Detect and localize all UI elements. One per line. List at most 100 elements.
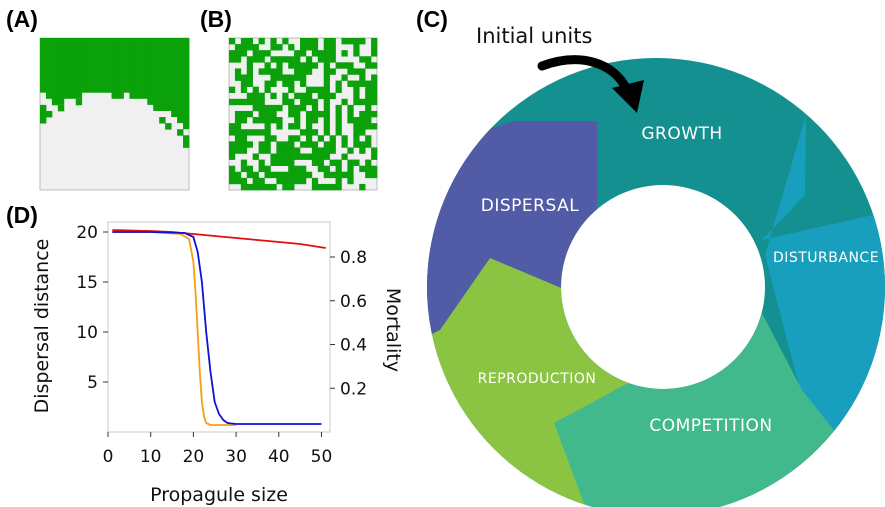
grid-b-cell (294, 123, 301, 130)
grid-a-column (159, 38, 166, 111)
series-line-1 (112, 231, 237, 426)
grid-b-cell (323, 147, 330, 154)
grid-b-cell (229, 50, 236, 57)
grid-b-cell (300, 104, 307, 112)
grid-b-cell (335, 62, 342, 69)
y-left-tick-label: 15 (76, 273, 98, 293)
grid-a-cell (75, 98, 83, 106)
grid-b-cell (365, 117, 372, 124)
grid-b-cell (240, 129, 248, 136)
grid-b-cell (353, 159, 360, 166)
grid-a-column (171, 38, 178, 118)
grid-b-cell (365, 80, 372, 87)
grid-b-cell (240, 80, 248, 87)
grid-a-column (135, 38, 142, 99)
grid-b-cell (294, 177, 301, 185)
grid-b-cell (288, 123, 295, 130)
grid-b-cell (341, 171, 348, 179)
grid-b-cell (252, 98, 259, 106)
grid-b-cell (365, 98, 372, 106)
grid-b-cell (323, 123, 330, 130)
grid-b-cell (365, 135, 372, 142)
grid-b-cell (270, 135, 277, 142)
grid-b-cell (252, 56, 259, 63)
grid-b-cell (300, 92, 307, 100)
grid-b-cell (276, 141, 283, 148)
grid-b-cell (294, 153, 301, 160)
grid-a-column (81, 38, 89, 93)
grid-b-cell (353, 80, 360, 87)
grid-b-cell (246, 80, 253, 87)
grid-b-cell (270, 92, 277, 100)
grid-a-column (141, 38, 148, 99)
grid-b-cell (234, 74, 242, 81)
grid-b-cell (294, 147, 301, 154)
grid-b-cell (365, 62, 372, 69)
grid-b-cell (371, 92, 378, 100)
grid-b-cell (276, 74, 283, 81)
grid-b-cell (311, 98, 319, 106)
grid-b-cell (288, 141, 295, 148)
grid-b-cell (305, 110, 313, 118)
grid-b-cell (323, 141, 330, 148)
grid-b-cell (329, 135, 336, 142)
grid-b-cell (329, 44, 336, 51)
grid-b-cell (288, 62, 295, 69)
x-tick-label: 10 (140, 447, 162, 467)
grid-b-cell (294, 74, 301, 81)
grid-b-cell (347, 165, 354, 173)
grid-b-cell (341, 135, 348, 142)
grid-a-column (40, 38, 47, 93)
grid-b-cell (305, 141, 313, 148)
panel-label-d: (D) (6, 202, 38, 228)
grid-b-cell (323, 92, 330, 100)
segment-label-disturbance: DISTURBANCE (773, 250, 879, 266)
grid-b-cell (371, 110, 378, 118)
grid-b-cell (229, 147, 236, 154)
grid-b-cell (258, 38, 265, 45)
grid-b-cell (353, 141, 360, 148)
grid-b-cell (329, 38, 336, 45)
grid-b-cell (276, 159, 283, 166)
grid-b-cell (365, 123, 372, 130)
x-tick-label: 20 (183, 447, 205, 467)
grid-b-cell (311, 62, 319, 69)
grid-b-cell (252, 171, 259, 179)
grid-b-cell (359, 123, 366, 130)
grid-b-cell (365, 159, 372, 166)
grid-b-cell (270, 110, 277, 118)
grid-b-cell (234, 56, 242, 63)
grid-b-cell (252, 104, 259, 112)
grid-b-cell (240, 86, 248, 94)
y-right-tick-label: 0.8 (340, 248, 367, 268)
grid-b-cell (335, 129, 342, 136)
grid-b-cell (311, 183, 319, 191)
grid-b-cell (288, 44, 295, 51)
grid-b-cell (282, 147, 289, 154)
grid-b-cell (288, 98, 295, 106)
grid-b-cell (264, 50, 271, 57)
grid-b-cell (252, 129, 259, 136)
grid-b-cell (347, 62, 354, 69)
grid-b-cell (258, 177, 265, 185)
grid-b-cell (258, 141, 265, 148)
grid-b-cell (347, 159, 354, 166)
grid-b-cell (365, 56, 372, 63)
grid-b-cell (317, 56, 325, 63)
grid-b-cell (294, 50, 301, 57)
grid-b-cell (240, 135, 248, 142)
grid-b-cell (234, 110, 242, 118)
grid-b-cell (246, 110, 253, 118)
grid-b-cell (258, 50, 265, 57)
grid-b-cell (240, 44, 248, 51)
grid-b-cell (311, 44, 319, 51)
grid-b-cell (246, 183, 253, 191)
grid-b-cell (246, 74, 253, 81)
grid-b-cell (317, 86, 325, 94)
grid-b-cell (264, 62, 271, 69)
grid-b-cell (234, 129, 242, 136)
grid-b-cell (347, 117, 354, 124)
grid-b-cell (258, 183, 265, 191)
grid-b-cell (329, 171, 336, 179)
grid-b-cell (317, 165, 325, 173)
